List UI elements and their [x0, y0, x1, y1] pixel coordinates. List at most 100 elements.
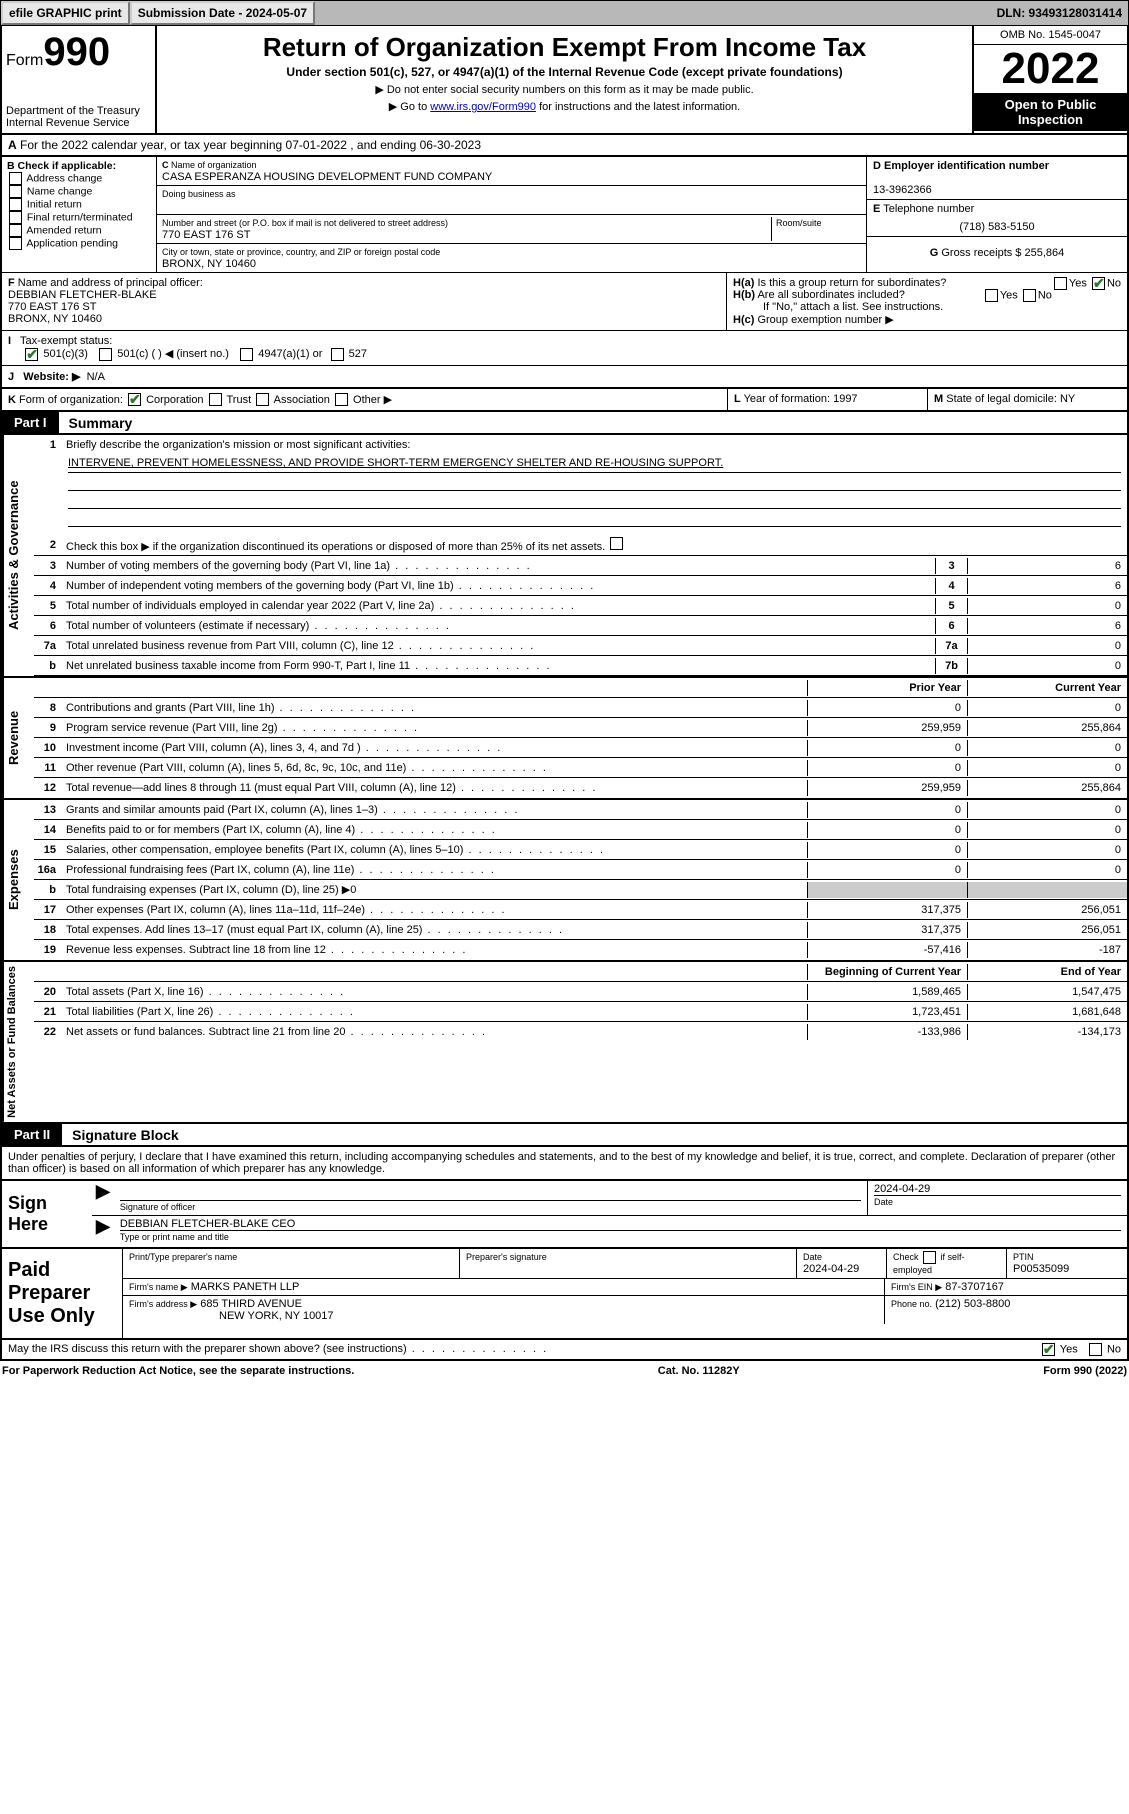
- irs-yes: Yes: [1060, 1343, 1078, 1355]
- line-14: 14Benefits paid to or for members (Part …: [34, 820, 1127, 840]
- hb-yes: Yes: [1000, 289, 1018, 301]
- ck-irs-yes[interactable]: [1042, 1343, 1055, 1356]
- firm-label: Firm's name ▶: [129, 1282, 188, 1292]
- omb-number: OMB No. 1545-0047: [974, 26, 1127, 45]
- irs-link[interactable]: www.irs.gov/Form990: [430, 101, 536, 113]
- ck-hb-yes[interactable]: [985, 289, 998, 302]
- firm-addr-label: Firm's address ▶: [129, 1299, 197, 1309]
- b-item-5: Application pending: [26, 237, 118, 249]
- m-label: State of legal domicile:: [946, 393, 1057, 405]
- spacer: [315, 1, 990, 25]
- form-header: Form990 Department of the Treasury Inter…: [0, 26, 1129, 135]
- ck-501c3[interactable]: [25, 348, 38, 361]
- hb-text: Are all subordinates included?: [757, 289, 904, 301]
- ck-other[interactable]: [335, 393, 348, 406]
- part1-title: Summary: [59, 415, 133, 431]
- line-9: 9Program service revenue (Part VIII, lin…: [34, 718, 1127, 738]
- k-trust: Trust: [226, 394, 251, 406]
- street-val: 770 EAST 176 ST: [162, 229, 250, 241]
- line-21: 21Total liabilities (Part X, line 26)1,7…: [34, 1002, 1127, 1022]
- col-d: D Employer identification number 13-3962…: [867, 157, 1127, 272]
- sig-officer-label: Signature of officer: [120, 1202, 195, 1212]
- b-item-2: Initial return: [27, 198, 82, 210]
- ssn-note: ▶ Do not enter social security numbers o…: [165, 83, 964, 96]
- irs-no: No: [1107, 1343, 1121, 1355]
- ck-4947[interactable]: [240, 348, 253, 361]
- gov-line-7a: 7aTotal unrelated business revenue from …: [34, 636, 1127, 656]
- ck-self-employed[interactable]: [923, 1251, 936, 1264]
- officer-addr2: BRONX, NY 10460: [8, 313, 102, 325]
- hdr-boy: Beginning of Current Year: [807, 964, 967, 980]
- city-cell: City or town, state or province, country…: [157, 244, 866, 272]
- ein-label: Employer identification number: [884, 160, 1049, 172]
- firm-phone-label: Phone no.: [891, 1299, 932, 1309]
- dba-cell: Doing business as: [157, 186, 866, 215]
- ck-final-return[interactable]: [9, 211, 22, 224]
- tax-year: 2022: [974, 45, 1127, 93]
- colhdr-rev: Prior Year Current Year: [34, 678, 1127, 698]
- form-subtitle: Under section 501(c), 527, or 4947(a)(1)…: [165, 65, 964, 79]
- ck-initial-return[interactable]: [9, 198, 22, 211]
- ck-address-change[interactable]: [9, 172, 22, 185]
- sign-here-label: Sign Here: [2, 1181, 92, 1247]
- j-label: Website: ▶: [23, 371, 80, 383]
- street-cell: Number and street (or P.O. box if mail i…: [157, 215, 866, 244]
- ck-ha-yes[interactable]: [1054, 277, 1067, 290]
- ck-trust[interactable]: [209, 393, 222, 406]
- i-501c3: 501(c)(3): [43, 348, 88, 360]
- name-title-label: Type or print name and title: [120, 1232, 229, 1242]
- line-15: 15Salaries, other compensation, employee…: [34, 840, 1127, 860]
- header-left: Form990 Department of the Treasury Inter…: [2, 26, 157, 133]
- hdr-prior: Prior Year: [807, 680, 967, 696]
- gov-line-3: 3Number of voting members of the governi…: [34, 556, 1127, 576]
- hc-text: Group exemption number ▶: [757, 314, 893, 326]
- row-klm: K Form of organization: Corporation Trus…: [0, 389, 1129, 413]
- ck-corp[interactable]: [128, 393, 141, 406]
- line-22: 22Net assets or fund balances. Subtract …: [34, 1022, 1127, 1042]
- b-item-0: Address change: [26, 172, 102, 184]
- line-12: 12Total revenue—add lines 8 through 11 (…: [34, 778, 1127, 798]
- mission-q: Briefly describe the organization's miss…: [62, 437, 1127, 453]
- ck-app-pending[interactable]: [9, 237, 22, 250]
- col-b: B Check if applicable: Address change Na…: [2, 157, 157, 272]
- ck-hb-no[interactable]: [1023, 289, 1036, 302]
- footer-mid: Cat. No. 11282Y: [658, 1365, 740, 1377]
- ha-yes: Yes: [1069, 277, 1087, 289]
- gross-label: Gross receipts $: [941, 247, 1021, 259]
- ck-line2[interactable]: [610, 537, 623, 550]
- ck-527[interactable]: [331, 348, 344, 361]
- prep-h4: Check: [893, 1252, 921, 1262]
- line-13: 13Grants and similar amounts paid (Part …: [34, 800, 1127, 820]
- efile-print-button[interactable]: efile GRAPHIC print: [1, 1, 130, 25]
- prep-h1: Print/Type preparer's name: [129, 1252, 237, 1262]
- ein-cell: D Employer identification number 13-3962…: [867, 157, 1127, 200]
- firm-ein-label: Firm's EIN ▶: [891, 1282, 942, 1292]
- footer-right: Form 990 (2022): [1043, 1365, 1127, 1377]
- section-netassets: Net Assets or Fund Balances Beginning of…: [0, 962, 1129, 1124]
- gov-line-6: 6Total number of volunteers (estimate if…: [34, 616, 1127, 636]
- efile-topbar: efile GRAPHIC print Submission Date - 20…: [0, 0, 1129, 26]
- open-to-public: Open to Public Inspection: [974, 93, 1127, 131]
- gov-line-5: 5Total number of individuals employed in…: [34, 596, 1127, 616]
- ck-ha-no[interactable]: [1092, 277, 1105, 290]
- ck-assoc[interactable]: [256, 393, 269, 406]
- line-8: 8Contributions and grants (Part VIII, li…: [34, 698, 1127, 718]
- ck-name-change[interactable]: [9, 185, 22, 198]
- ck-irs-no[interactable]: [1089, 1343, 1102, 1356]
- c-name-label: Name of organization: [171, 160, 257, 170]
- hb-no: No: [1038, 289, 1052, 301]
- hdr-eoy: End of Year: [967, 964, 1127, 980]
- header-right: OMB No. 1545-0047 2022 Open to Public In…: [972, 26, 1127, 133]
- line-10: 10Investment income (Part VIII, column (…: [34, 738, 1127, 758]
- row-a-period: A For the 2022 calendar year, or tax yea…: [0, 135, 1129, 157]
- part2-title: Signature Block: [62, 1127, 179, 1143]
- ck-amended-return[interactable]: [9, 224, 22, 237]
- mission-text: INTERVENE, PREVENT HOMELESSNESS, AND PRO…: [68, 457, 1121, 473]
- city-label: City or town, state or province, country…: [162, 247, 440, 257]
- gov-line-7b: bNet unrelated business taxable income f…: [34, 656, 1127, 676]
- prep-date: 2024-04-29: [803, 1263, 859, 1275]
- l-label: Year of formation:: [744, 393, 830, 405]
- ck-501c[interactable]: [99, 348, 112, 361]
- hb-note: If "No," attach a list. See instructions…: [733, 301, 1121, 313]
- ha-no: No: [1107, 277, 1121, 289]
